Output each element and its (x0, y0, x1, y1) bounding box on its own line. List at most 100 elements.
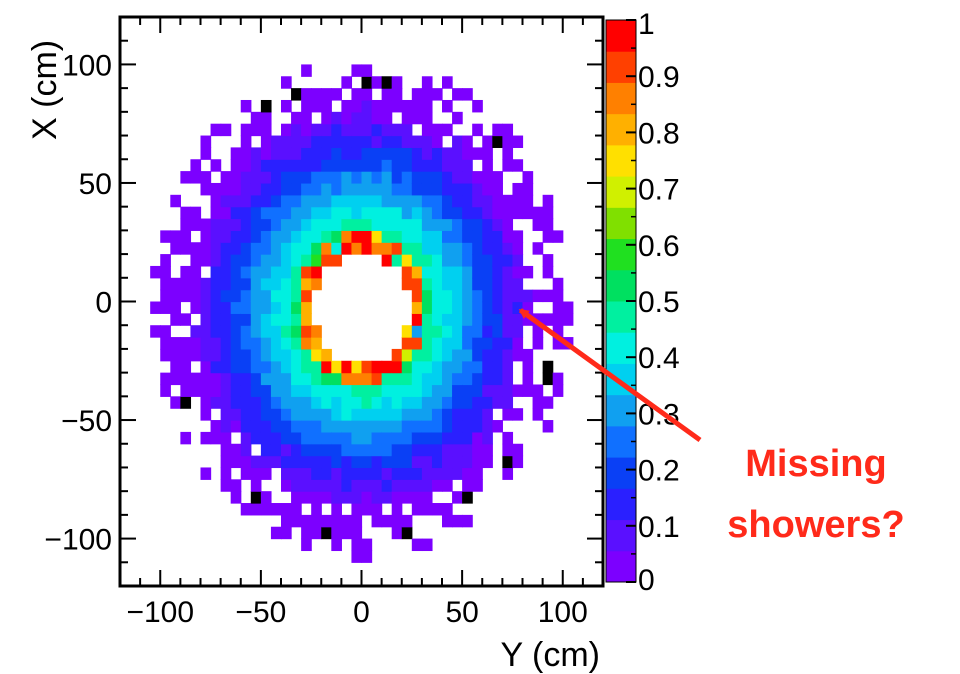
heatmap-cell (331, 396, 342, 409)
heatmap-cell (260, 301, 272, 314)
heatmap-cell (341, 171, 353, 184)
x-tick-label: −100 (126, 596, 194, 629)
colorbar-segment (606, 550, 636, 583)
heatmap-cell (240, 408, 252, 421)
heatmap-cell (482, 159, 493, 172)
heatmap-cell (552, 301, 564, 314)
heatmap-cell (442, 337, 453, 350)
heatmap-cell (482, 230, 493, 243)
heatmap-cell (311, 265, 322, 279)
heatmap-cell (200, 301, 212, 314)
heatmap-cell (381, 443, 393, 457)
heatmap-cell (401, 372, 413, 386)
heatmap-cell (210, 277, 222, 291)
heatmap-cell (401, 194, 413, 208)
heatmap-cell (150, 265, 161, 279)
heatmap-cell (472, 206, 483, 220)
heatmap-cell (421, 372, 433, 386)
heatmap-cell (512, 277, 524, 291)
heatmap-cell (421, 171, 433, 184)
heatmap-cell (321, 384, 332, 397)
heatmap-cell (250, 431, 262, 445)
heatmap-cell (401, 159, 413, 172)
heatmap-cell (361, 147, 373, 160)
heatmap-cell (401, 514, 413, 528)
heatmap-cell (502, 254, 514, 267)
heatmap-cell (361, 503, 373, 516)
heatmap-cell (210, 431, 222, 445)
heatmap-cell (421, 135, 433, 148)
heatmap-cell (472, 396, 483, 409)
heatmap-cell (391, 182, 403, 196)
heatmap-cell (301, 348, 312, 362)
heatmap-cell (401, 384, 413, 397)
heatmap-cell (462, 491, 473, 504)
heatmap-cell (351, 443, 363, 457)
heatmap-cell (281, 254, 292, 267)
heatmap-cell (250, 301, 262, 314)
heatmap-cell (442, 301, 453, 314)
heatmap-cell (341, 218, 353, 231)
heatmap-cell (562, 313, 574, 326)
heatmap-cell (291, 111, 302, 125)
heatmap-cell (482, 254, 493, 267)
heatmap-cell (210, 420, 222, 433)
heatmap-cell (331, 147, 342, 160)
heatmap-cell (321, 514, 332, 528)
heatmap-cell (200, 467, 212, 480)
heatmap-cell (431, 443, 443, 457)
heatmap-cell (522, 171, 534, 184)
heatmap-cell (311, 337, 322, 350)
heatmap-cell (462, 396, 473, 409)
heatmap-cell (452, 135, 463, 148)
colorbar-segment (606, 82, 636, 115)
heatmap-cell (230, 254, 242, 267)
heatmap-cell (190, 384, 202, 397)
heatmap-cell (482, 182, 493, 196)
heatmap-cell (502, 360, 514, 374)
heatmap-cell (431, 194, 443, 208)
heatmap-cell (230, 159, 242, 172)
heatmap-cell (472, 479, 483, 492)
heatmap-cell (301, 171, 312, 184)
heatmap-cell (291, 313, 302, 326)
heatmap-cell (421, 503, 433, 516)
heatmap-cell (260, 491, 272, 504)
heatmap-cell (331, 360, 342, 374)
heatmap-cell (301, 242, 312, 255)
heatmap-cell (462, 384, 473, 397)
heatmap-cell (411, 99, 423, 113)
heatmap-cell (431, 242, 443, 255)
heatmap-cell (532, 337, 544, 350)
heatmap-cell (391, 135, 403, 148)
heatmap-cell (270, 230, 282, 243)
heatmap-cell (240, 123, 252, 137)
heatmap-cell (401, 147, 413, 160)
heatmap-cell (401, 242, 413, 255)
heatmap-cell (391, 218, 403, 231)
heatmap-cell (371, 111, 383, 125)
heatmap-cell (220, 230, 232, 243)
heatmap-cell (421, 76, 433, 89)
heatmap-cell (230, 313, 242, 326)
colorbar-segment (606, 488, 636, 521)
heatmap-cell (190, 171, 202, 184)
heatmap-cell (301, 230, 312, 243)
heatmap-cell (230, 147, 242, 160)
heatmap-cell (421, 99, 433, 113)
heatmap-cell (391, 123, 403, 137)
heatmap-cell (472, 147, 483, 160)
heatmap-cell (421, 360, 433, 374)
heatmap-cell (260, 348, 272, 362)
heatmap-cell (200, 171, 212, 184)
heatmap-cell (230, 360, 242, 374)
heatmap-cell (210, 348, 222, 362)
heatmap-cell (170, 348, 181, 362)
heatmap-cell (472, 265, 483, 279)
heatmap-cell (431, 254, 443, 267)
heatmap-cell (452, 277, 463, 291)
heatmap-cell (331, 443, 342, 457)
heatmap-cell (482, 325, 493, 338)
heatmap-cell (381, 88, 393, 101)
heatmap-cell (270, 408, 282, 421)
